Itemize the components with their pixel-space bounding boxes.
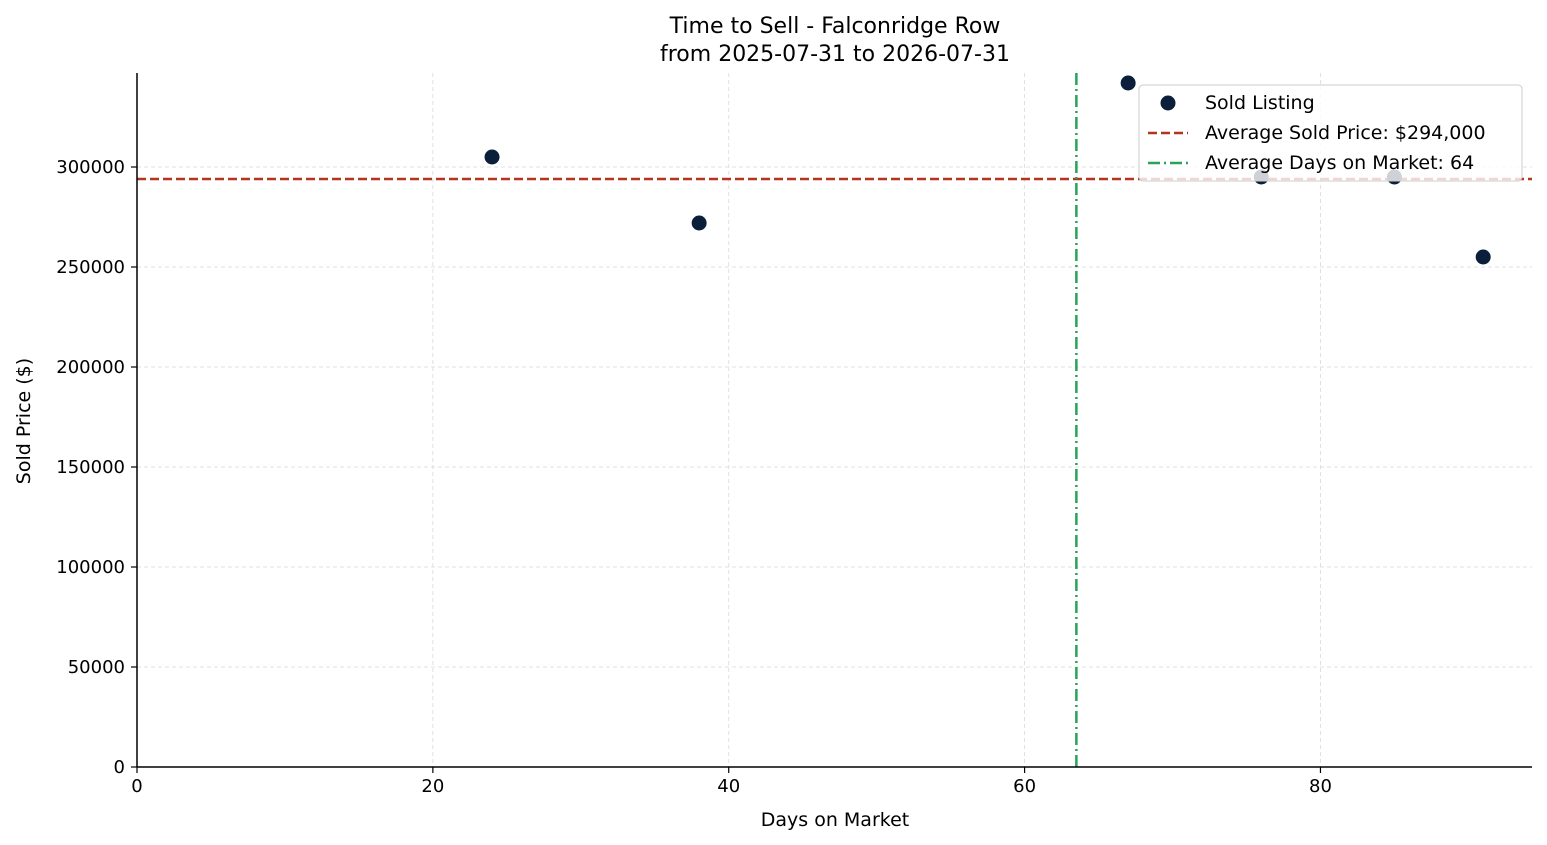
legend: Sold Listing Average Sold Price: $294,00… xyxy=(1138,84,1523,182)
y-tick-label: 150000 xyxy=(56,457,125,478)
x-axis-label: Days on Market xyxy=(761,809,909,831)
x-tick-label: 0 xyxy=(131,776,142,797)
sold-listing-point xyxy=(691,215,707,231)
chart-title: Time to Sell - Falconridge Row xyxy=(669,14,1001,39)
axes xyxy=(131,73,1532,773)
sold-listing-point xyxy=(1120,75,1136,91)
x-tick-label: 60 xyxy=(1013,776,1036,797)
y-tick-label: 0 xyxy=(114,757,125,778)
tick-labels: 0 20 40 60 80 0 50000 100000 150000 200000 250000 3… xyxy=(56,157,1332,797)
chart-subtitle: from 2025-07-31 to 2026-07-31 xyxy=(660,42,1010,67)
y-tick-label: 300000 xyxy=(56,157,125,178)
sold-listing-point xyxy=(1475,249,1491,265)
sold-listing-point xyxy=(484,149,500,165)
x-tick-label: 20 xyxy=(421,776,444,797)
y-tick-label: 250000 xyxy=(56,257,125,278)
x-tick-label: 80 xyxy=(1309,776,1332,797)
legend-label-average-days: Average Days on Market: 64 xyxy=(1205,152,1474,174)
y-tick-label: 100000 xyxy=(56,557,125,578)
legend-marker-sold-listing xyxy=(1160,95,1176,111)
legend-label-sold-listing: Sold Listing xyxy=(1205,92,1315,114)
legend-box xyxy=(1138,84,1523,182)
y-axis-label: Sold Price ($) xyxy=(13,358,35,484)
y-tick-label: 200000 xyxy=(56,357,125,378)
y-tick-label: 50000 xyxy=(68,657,125,678)
legend-label-average-price: Average Sold Price: $294,000 xyxy=(1205,122,1486,144)
x-tick-label: 40 xyxy=(717,776,740,797)
